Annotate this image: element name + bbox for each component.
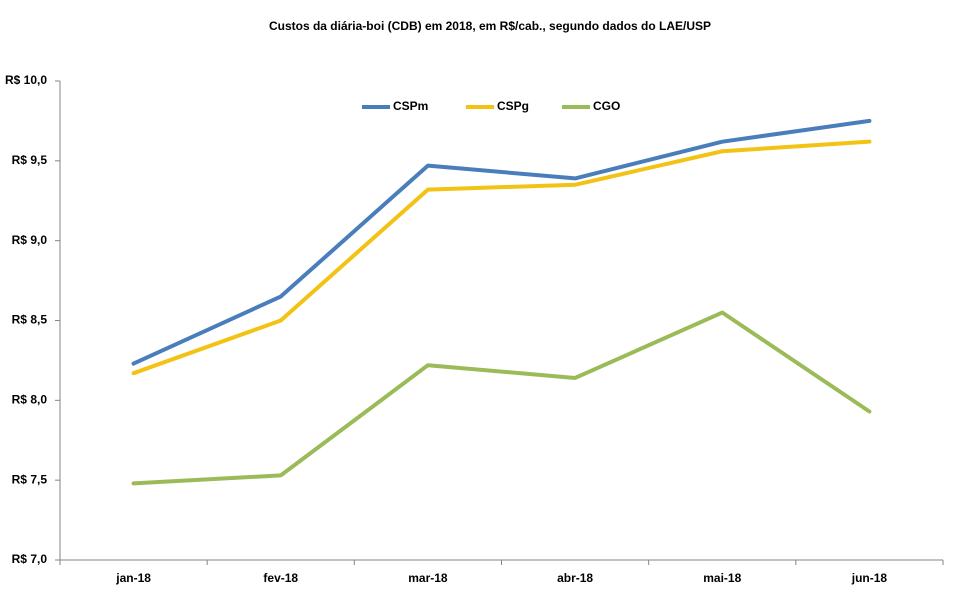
x-tick-label: fev-18 bbox=[263, 571, 298, 585]
y-tick-label: R$ 8,5 bbox=[12, 313, 48, 327]
y-tick-label: R$ 7,0 bbox=[12, 552, 48, 566]
y-tick-label: R$ 10,0 bbox=[5, 73, 47, 87]
y-tick-label: R$ 7,5 bbox=[12, 472, 48, 486]
series-line bbox=[131, 310, 872, 486]
x-tick-label: jan-18 bbox=[115, 571, 151, 585]
y-tick-label: R$ 9,5 bbox=[12, 153, 48, 167]
legend-label: CSPm bbox=[393, 99, 428, 113]
y-tick-label: R$ 8,0 bbox=[12, 393, 48, 407]
legend-label: CGO bbox=[593, 99, 620, 113]
y-tick-label: R$ 9,0 bbox=[12, 233, 48, 247]
x-tick-label: jun-18 bbox=[851, 571, 888, 585]
chart-title: Custos da diária-boi (CDB) em 2018, em R… bbox=[269, 19, 711, 33]
x-tick-label: mai-18 bbox=[703, 571, 741, 585]
legend-label: CSPg bbox=[497, 99, 529, 113]
x-tick-label: mar-18 bbox=[408, 571, 448, 585]
series-line bbox=[131, 118, 872, 366]
series-line bbox=[131, 139, 872, 376]
x-tick-label: abr-18 bbox=[557, 571, 593, 585]
